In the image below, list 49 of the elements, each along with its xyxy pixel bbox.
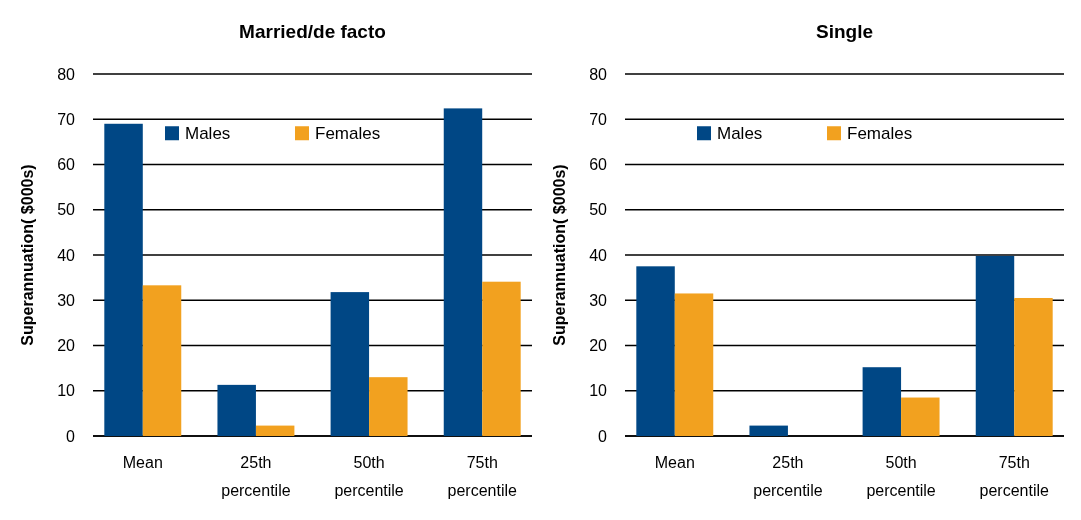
y-axis-title: Superannuation( $000s) — [19, 164, 36, 346]
legend-label: Males — [717, 124, 763, 144]
y-tick-label: 20 — [589, 337, 608, 355]
bar — [330, 292, 370, 436]
bar — [901, 397, 940, 436]
x-tick-label: 50th percentile — [334, 454, 404, 499]
bar — [369, 377, 408, 436]
x-tick-label: 25th percentile — [753, 454, 823, 499]
y-tick-label: 70 — [57, 110, 76, 128]
y-tick-label: 80 — [589, 65, 608, 83]
x-tick-label: 25th percentile — [221, 454, 291, 499]
bar — [482, 281, 521, 436]
y-tick-label: 40 — [57, 246, 76, 264]
bar — [217, 384, 256, 436]
y-tick-label: 50 — [57, 201, 76, 219]
x-tick-label: 75th percentile — [979, 454, 1050, 499]
x-tick-label: 50th percentile — [866, 454, 936, 499]
bar — [674, 293, 714, 436]
y-tick-label: 50 — [589, 201, 608, 219]
y-tick-label: 30 — [589, 291, 608, 309]
bar — [443, 108, 483, 436]
chart-title: Married/de facto — [239, 21, 386, 42]
legend-label: Females — [315, 124, 381, 144]
x-tick-label: Mean — [122, 454, 163, 471]
bar — [975, 255, 1015, 436]
y-tick-label: 30 — [57, 291, 76, 309]
bar — [1014, 297, 1053, 436]
y-tick-label: 40 — [589, 246, 608, 264]
bar — [255, 425, 295, 436]
y-tick-label: 0 — [66, 427, 76, 445]
bar — [636, 266, 675, 436]
y-axis-title: Superannuation( $000s) — [551, 164, 568, 346]
y-tick-label: 10 — [57, 382, 76, 400]
x-tick-label: Mean — [654, 454, 695, 471]
y-tick-label: 0 — [598, 427, 608, 445]
bar — [142, 285, 182, 436]
legend-label: Males — [185, 124, 231, 144]
y-tick-label: 20 — [57, 337, 76, 355]
bar — [104, 123, 143, 436]
y-tick-label: 70 — [589, 110, 608, 128]
chart-title: Single — [815, 21, 874, 42]
y-tick-label: 60 — [589, 156, 608, 174]
bar — [862, 367, 902, 436]
x-tick-label: 75th percentile — [447, 454, 518, 499]
y-tick-label: 80 — [57, 65, 76, 83]
y-tick-label: 10 — [589, 382, 608, 400]
bar — [749, 425, 788, 436]
legend-label: Females — [847, 124, 913, 144]
y-tick-label: 60 — [57, 156, 76, 174]
